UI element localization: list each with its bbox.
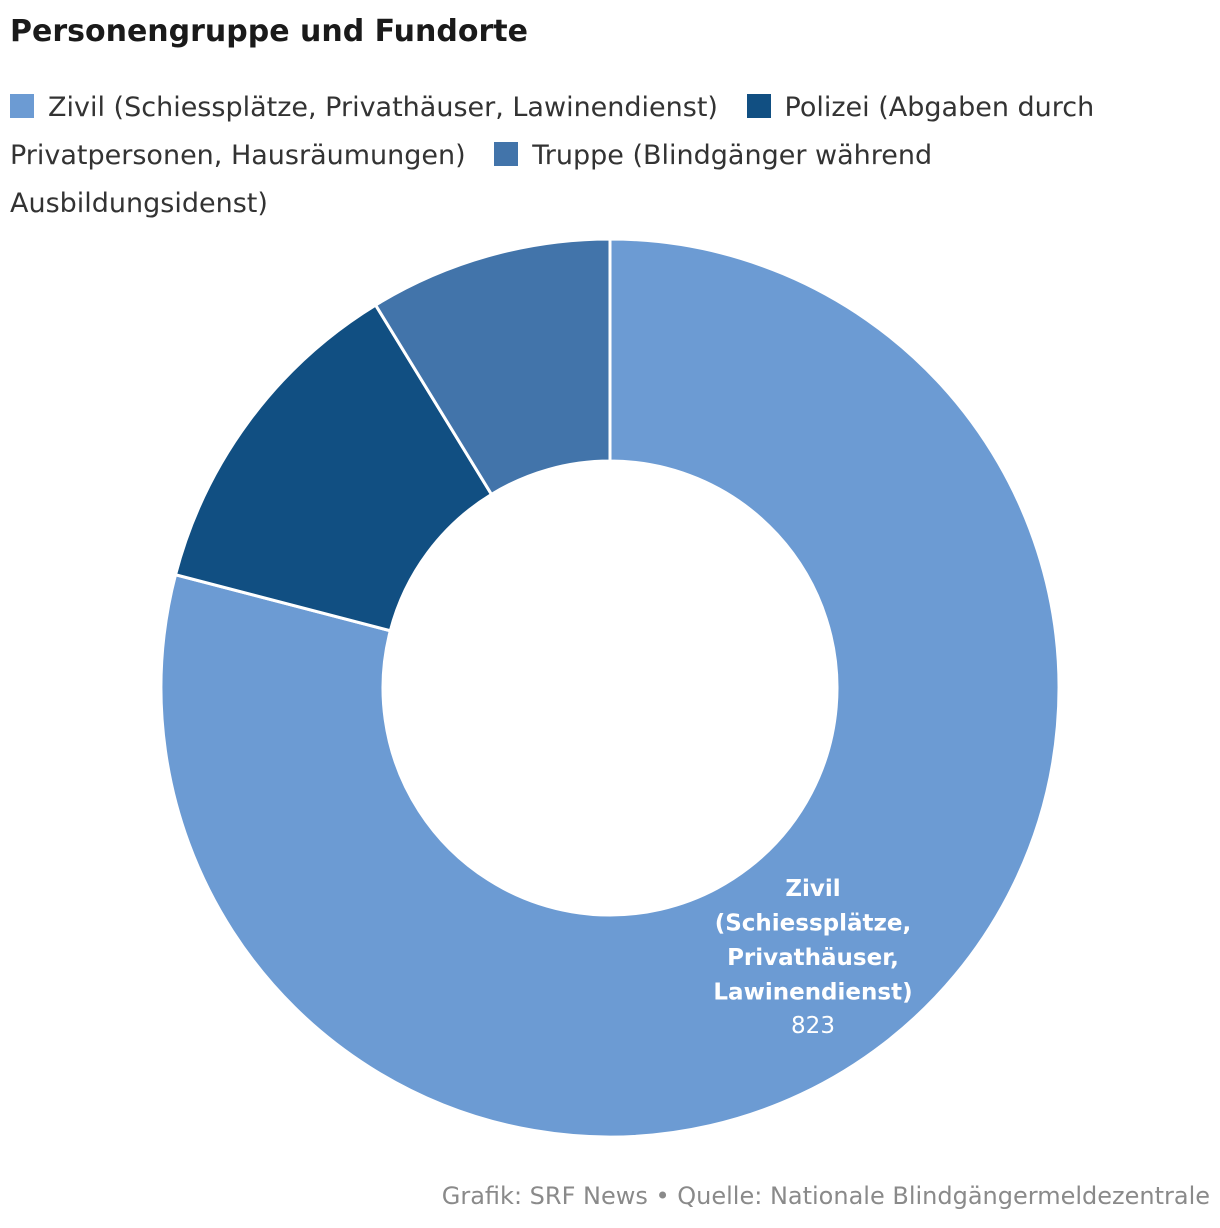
slice-label-line: Privathäuser, — [727, 945, 899, 971]
legend-item-polizei[interactable]: Polizei (Abgaben durch Privatpersonen, H… — [10, 92, 1094, 171]
legend: Zivil (Schiessplätze, Privathäuser, Lawi… — [10, 84, 1210, 228]
slice-label-line: (Schiessplätze, — [715, 911, 912, 937]
source-footer: Grafik: SRF News • Quelle: Nationale Bli… — [441, 1182, 1210, 1210]
legend-label-zivil: Zivil (Schiessplätze, Privathäuser, Lawi… — [48, 92, 718, 123]
legend-item-truppe[interactable]: Truppe (Blindgänger während Ausbildungsi… — [10, 140, 932, 219]
donut-slice-polizei[interactable] — [173, 302, 494, 633]
slice-value-zivil: 823 — [791, 1013, 835, 1039]
slice-label-line: Lawinendienst) — [713, 980, 912, 1006]
legend-label-truppe: Truppe (Blindgänger während Ausbildungsi… — [10, 140, 933, 219]
legend-swatch-truppe — [494, 142, 519, 166]
chart-title: Personengruppe und Fundorte — [10, 14, 528, 49]
legend-swatch-polizei — [746, 94, 771, 118]
legend-label-polizei: Polizei (Abgaben durch Privatpersonen, H… — [10, 92, 1095, 171]
donut-slice-truppe[interactable] — [373, 237, 612, 497]
legend-item-zivil[interactable]: Zivil (Schiessplätze, Privathäuser, Lawi… — [10, 92, 727, 123]
slice-label-line: Zivil — [785, 876, 840, 902]
donut-slice-zivil[interactable] — [159, 237, 1061, 1139]
legend-swatch-zivil — [10, 94, 34, 118]
donut-chart: Zivil (Schiessplätze, Privathäuser, Lawinen… — [159, 237, 1061, 1139]
slice-label-zivil: Zivil (Schiessplätze, Privathäuser, Lawinen… — [713, 876, 912, 1006]
